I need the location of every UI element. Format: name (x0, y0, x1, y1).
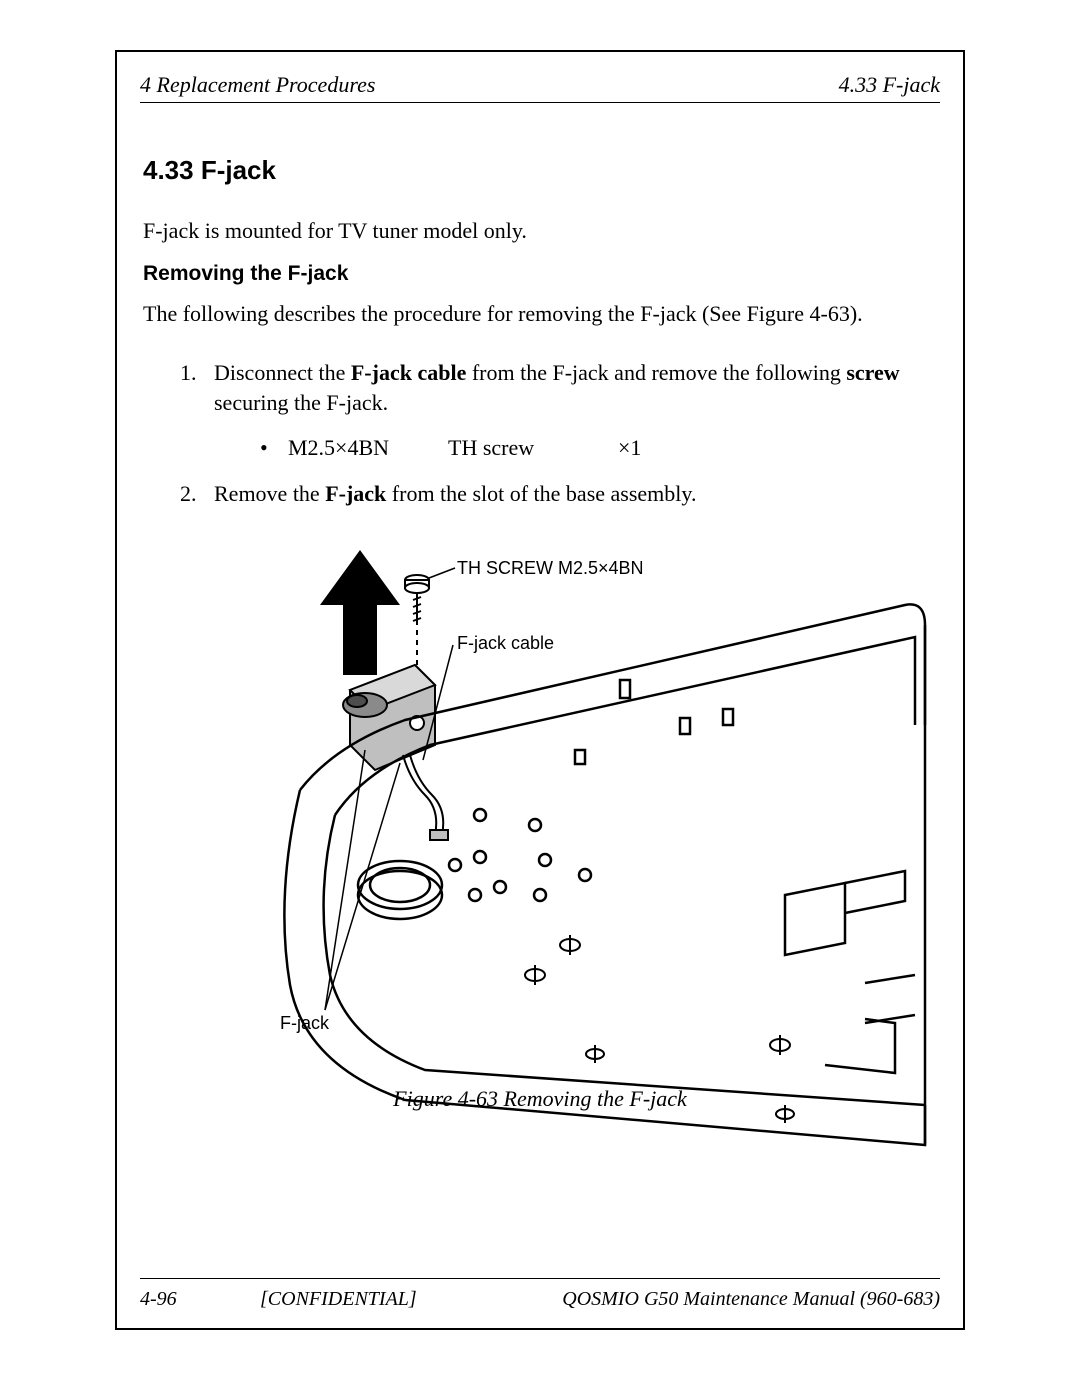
figure-svg (225, 545, 945, 1165)
intro-paragraph: F-jack is mounted for TV tuner model onl… (143, 218, 527, 244)
step-1-mid: from the F-jack and remove the following (466, 360, 846, 385)
step-list: 1. Disconnect the F-jack cable from the … (180, 358, 940, 527)
bullet-col-1: M2.5×4BN (288, 435, 448, 461)
bullet-dot-icon: • (260, 435, 288, 461)
figure-label-fjack: F-jack (280, 1013, 329, 1034)
bullet-col-3: ×1 (618, 435, 641, 461)
figure-label-screw: TH SCREW M2.5×4BN (457, 558, 644, 579)
step-1-bold-1: F-jack cable (351, 360, 466, 385)
figure-caption: Figure 4-63 Removing the F-jack (0, 1086, 1080, 1112)
step-2-post: from the slot of the base assembly. (386, 481, 696, 506)
fjack-component-icon (343, 665, 448, 840)
step-1-number: 1. (180, 358, 214, 417)
section-title: 4.33 F-jack (143, 155, 276, 186)
step-2-number: 2. (180, 479, 214, 509)
footer-manual-title: QOSMIO G50 Maintenance Manual (960-683) (520, 1288, 940, 1311)
footer-rule (140, 1278, 940, 1279)
step-1-text: Disconnect the F-jack cable from the F-j… (214, 358, 940, 417)
header-rule (140, 102, 940, 103)
bullet-col-2: TH screw (448, 435, 618, 461)
footer-page-number: 4-96 (140, 1288, 260, 1311)
step-1-bullet: • M2.5×4BN TH screw ×1 (260, 435, 940, 461)
step-1: 1. Disconnect the F-jack cable from the … (180, 358, 940, 417)
step-2-pre: Remove the (214, 481, 325, 506)
step-1-pre: Disconnect the (214, 360, 351, 385)
header-left: 4 Replacement Procedures (140, 72, 375, 98)
figure-label-cable: F-jack cable (457, 633, 554, 654)
procedure-paragraph: The following describes the procedure fo… (143, 300, 943, 328)
page-footer: 4-96 [CONFIDENTIAL] QOSMIO G50 Maintenan… (140, 1288, 940, 1311)
page-header: 4 Replacement Procedures 4.33 F-jack (140, 72, 940, 98)
step-2-bold-1: F-jack (325, 481, 386, 506)
subheading-removing: Removing the F-jack (143, 262, 348, 286)
step-1-bold-2: screw (846, 360, 899, 385)
footer-confidential: [CONFIDENTIAL] (260, 1288, 520, 1311)
removal-arrow-icon (320, 550, 400, 675)
step-2-text: Remove the F-jack from the slot of the b… (214, 479, 940, 509)
figure-4-63: TH SCREW M2.5×4BN F-jack cable F-jack (225, 545, 945, 1165)
page: 4 Replacement Procedures 4.33 F-jack 4.3… (0, 0, 1080, 1397)
step-2: 2. Remove the F-jack from the slot of th… (180, 479, 940, 509)
header-right: 4.33 F-jack (839, 72, 940, 98)
step-1-post: securing the F-jack. (214, 390, 388, 415)
